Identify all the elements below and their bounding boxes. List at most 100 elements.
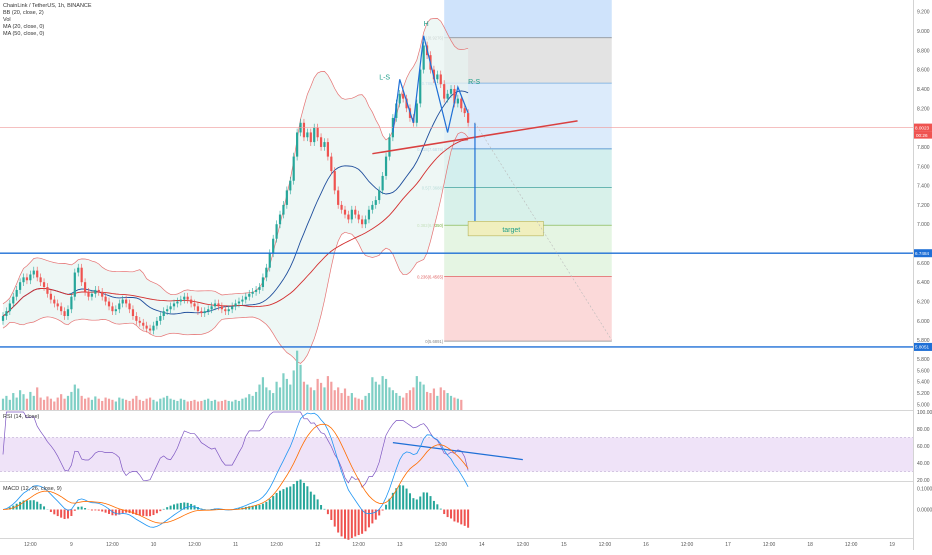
time-tick-label: 12:00 [24,542,37,548]
price-tick-label: 7.800 [917,145,930,151]
volume-bar [320,383,322,410]
candle-body [313,128,315,142]
time-tick-label: 15 [561,542,567,548]
macd-histogram-bar [19,502,21,510]
candle-body [340,205,342,210]
rsi-title: RSI (14, close) [3,414,40,420]
candle-body [139,321,141,323]
macd-histogram-bar [272,496,274,509]
candle-body [327,142,329,156]
macd-histogram-bar [323,509,325,510]
macd-histogram-bar [378,510,380,516]
volume-bar [378,385,380,410]
volume-bar [395,393,397,410]
volume-bar [399,396,401,410]
volume-bar [122,399,124,410]
price-tick-label: 6.000 [917,319,930,325]
candle-body [29,274,31,280]
volume-bar [416,376,418,410]
annotation-label: H [424,21,429,28]
macd-histogram-bar [467,510,469,528]
candle-body [450,89,452,94]
macd-histogram-bar [29,500,31,509]
candle-body [169,306,171,309]
fib-label: 0(5.6891) [425,339,444,344]
macd-histogram-bar [433,501,435,510]
volume-bar [272,393,274,410]
macd-histogram-bar [269,499,271,509]
volume-bar [200,401,202,410]
candle-body [286,190,288,204]
macd-histogram-bar [450,510,452,519]
candle-body [310,132,312,142]
macd-histogram-bar [317,499,319,509]
volume-bar [371,377,373,410]
macd-histogram-bar [337,510,339,533]
candle-body [152,326,154,331]
price-tick-label: 9.000 [917,29,930,35]
volume-bar [152,400,154,410]
fib-top-zone [444,0,612,38]
volume-bar [163,398,165,410]
volume-bar [323,387,325,410]
macd-histogram-bar [399,485,401,509]
time-tick-label: 12:00 [106,542,119,548]
macd-histogram-bar [255,505,257,509]
macd-histogram-bar [347,510,349,540]
volume-bar [276,382,278,410]
macd-histogram-bar [419,497,421,510]
price-label-text: 8.0023 [915,125,929,130]
volume-bar [166,396,168,410]
legend-item-bb[interactable]: BB (20, close, 2) [3,10,92,17]
candle-body [87,292,89,297]
candle-body [231,306,233,309]
legend-item-vol[interactable]: Vol [3,17,92,24]
macd-histogram-bar [50,510,52,513]
macd-histogram-bar [77,507,79,510]
time-tick-label: 12:00 [352,542,365,548]
macd-histogram-bar [84,508,86,509]
macd-histogram-bar [358,510,360,536]
candle-body [399,94,401,104]
candle-body [467,113,469,123]
candle-body [248,294,250,297]
candle-body [385,157,387,176]
candle-body [228,309,230,311]
macd-histogram-bar [351,510,353,538]
candle-body [183,297,185,300]
macd-histogram-bar [180,503,182,510]
volume-bar [252,396,254,410]
time-tick-label: 12:00 [763,542,776,548]
legend-item-ma20[interactable]: MA (20, close, 0) [3,24,92,31]
volume-bar [258,385,260,410]
volume-bar [91,400,93,410]
macd-histogram-bar [341,510,343,537]
macd-tick-label: 0.0000 [917,508,932,514]
macd-histogram-bar [354,510,356,537]
volume-bar [9,400,11,410]
volume-bar [443,390,445,410]
countdown-text: 00:26 [916,133,928,138]
volume-bar [111,400,113,410]
macd-histogram-bar [26,500,28,509]
candle-body [269,253,271,267]
fib-zone-4 [444,188,612,226]
rsi-tick-label: 20.00 [917,478,930,484]
macd-histogram-bar [101,510,103,512]
candle-body [22,277,24,282]
macd-histogram-bar [170,506,172,510]
macd-histogram-bar [436,504,438,509]
legend-item-ma50[interactable]: MA (50, close, 0) [3,31,92,38]
candle-body [289,181,291,191]
volume-bar [159,399,161,410]
time-tick-label: 12:00 [270,542,283,548]
macd-histogram-bar [320,505,322,509]
volume-bar [310,387,312,410]
macd-histogram-bar [176,504,178,510]
volume-bar [303,382,305,410]
annotation-label: L-S [379,74,390,81]
candle-body [156,321,158,326]
fib-zone-3 [444,149,612,188]
